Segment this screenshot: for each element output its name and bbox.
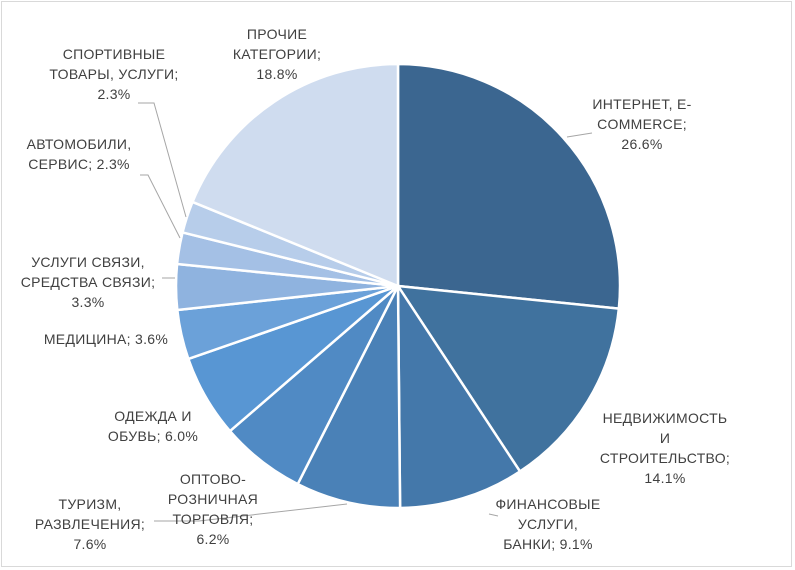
pie-slice-3[interactable] bbox=[396, 284, 522, 510]
data-label-line: ОДЕЖДА И bbox=[114, 408, 192, 424]
data-label-line: 26.6% bbox=[621, 136, 663, 152]
data-label-3: ФИНАНСОВЫЕ УСЛУГИ, БАНКИ; 9.1% bbox=[448, 494, 648, 554]
data-label-7: МЕДИЦИНА; 3.6% bbox=[6, 329, 206, 349]
data-label-line: РОЗНИЧНАЯ bbox=[167, 491, 259, 507]
data-label-line: 7.6% bbox=[73, 536, 107, 552]
data-label-8: УСЛУГИ СВЯЗИ, СРЕДСТВА СВЯЗИ; 3.3% bbox=[0, 252, 188, 312]
data-label-4: ТУРИЗМ, РАЗВЛЕЧЕНИЯ; 7.6% bbox=[0, 494, 190, 554]
data-label-line: ОБУВЬ; 6.0% bbox=[107, 428, 199, 444]
pie-slice-11[interactable] bbox=[191, 62, 400, 288]
data-label-line: ОПТОВО- bbox=[179, 471, 247, 487]
data-label-line: СПОРТИВНЫЕ bbox=[62, 46, 166, 62]
data-label-line: ФИНАНСОВЫЕ bbox=[495, 496, 601, 512]
data-label-line: 6.2% bbox=[196, 531, 230, 547]
data-label-9: АВТОМОБИЛИ, СЕРВИС; 2.3% bbox=[0, 134, 179, 174]
data-label-line: 18.8% bbox=[256, 66, 298, 82]
leader-line-1 bbox=[566, 132, 593, 138]
data-label-line: ТОВАРЫ, УСЛУГИ; bbox=[49, 66, 179, 82]
data-label-1: ИНТЕРНЕТ, E- COMMERCE; 26.6% bbox=[542, 94, 742, 154]
data-label-2: НЕДВИЖИМОСТЬ И СТРОИТЕЛЬСТВО; 14.1% bbox=[565, 408, 765, 488]
leader-line-4 bbox=[154, 503, 348, 522]
data-label-line: ИНТЕРНЕТ, E- bbox=[592, 96, 692, 112]
data-label-5: ОПТОВО- РОЗНИЧНАЯ ТОРГОВЛЯ; 6.2% bbox=[113, 469, 313, 549]
data-label-line: РАЗВЛЕЧЕНИЯ; bbox=[34, 516, 146, 532]
leader-line-9 bbox=[140, 174, 181, 239]
data-label-line: УСЛУГИ СВЯЗИ, bbox=[31, 254, 145, 270]
data-label-line: ТУРИЗМ, bbox=[58, 496, 122, 512]
data-label-line: СРЕДСТВА СВЯЗИ; bbox=[20, 274, 156, 290]
data-label-line: 3.3% bbox=[71, 294, 105, 310]
leader-line-10 bbox=[138, 102, 187, 218]
pie-slice-4[interactable] bbox=[296, 284, 402, 510]
data-label-11: ПРОЧИЕ КАТЕГОРИИ; 18.8% bbox=[177, 24, 377, 84]
data-label-line: COMMERCE; bbox=[597, 116, 687, 132]
data-label-line: И bbox=[659, 430, 671, 446]
data-label-line: ТОРГОВЛЯ; bbox=[172, 511, 254, 527]
pie-slice-1[interactable] bbox=[396, 62, 622, 310]
data-label-line: 14.1% bbox=[644, 470, 686, 486]
data-label-10: СПОРТИВНЫЕ ТОВАРЫ, УСЛУГИ; 2.3% bbox=[14, 44, 214, 104]
data-label-line: КАТЕГОРИИ; bbox=[232, 46, 322, 62]
data-label-line: 2.3% bbox=[97, 86, 131, 102]
pie-slice-2[interactable] bbox=[396, 284, 621, 473]
data-label-line: АВТОМОБИЛИ, bbox=[26, 136, 132, 152]
data-label-line: БАНКИ; 9.1% bbox=[503, 536, 593, 552]
data-label-line: СТРОИТЕЛЬСТВО; bbox=[599, 450, 731, 466]
data-label-line: СЕРВИС; 2.3% bbox=[28, 156, 130, 172]
data-label-6: ОДЕЖДА И ОБУВЬ; 6.0% bbox=[53, 406, 253, 446]
data-label-line: НЕДВИЖИМОСТЬ bbox=[602, 410, 728, 426]
data-label-line: ПРОЧИЕ bbox=[246, 26, 308, 42]
data-label-line: МЕДИЦИНА; 3.6% bbox=[43, 331, 169, 347]
data-label-line: УСЛУГИ, bbox=[517, 516, 579, 532]
leader-line-3 bbox=[488, 513, 499, 517]
